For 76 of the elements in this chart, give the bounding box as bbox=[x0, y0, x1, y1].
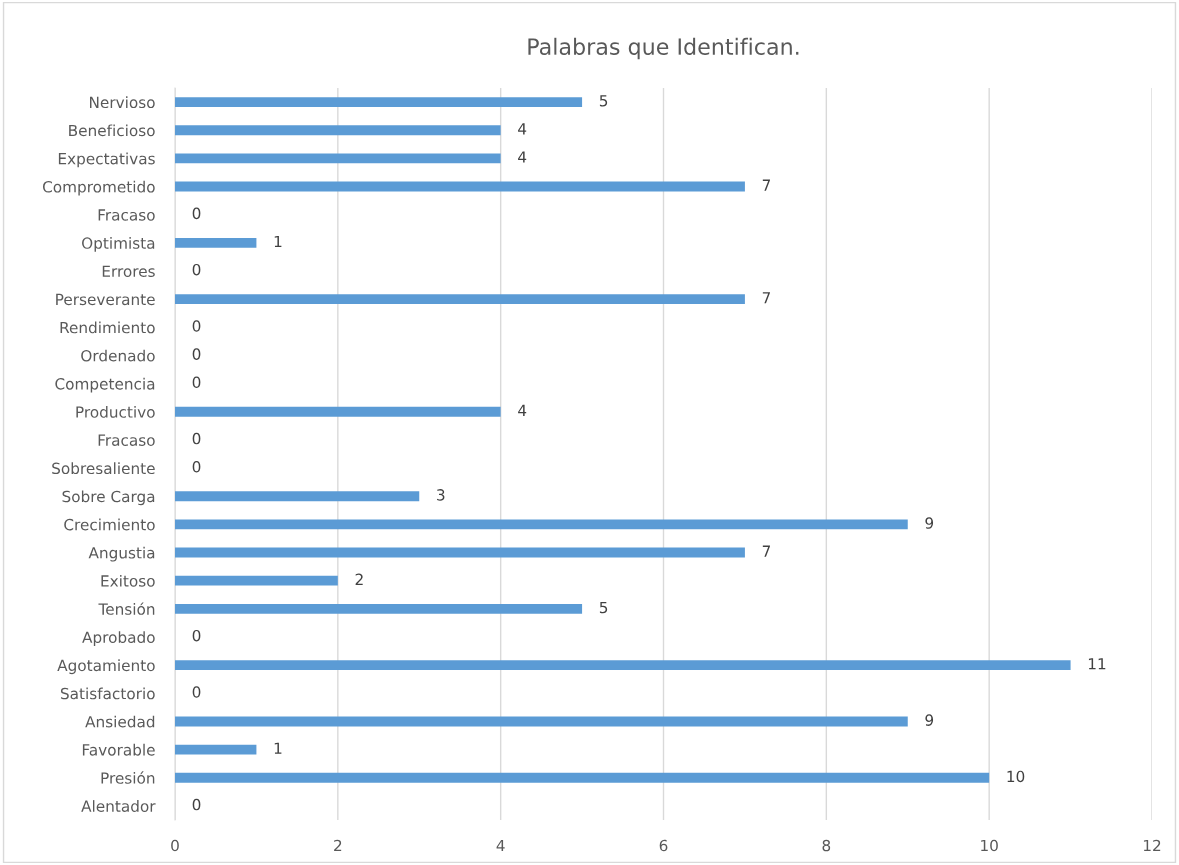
data-label: 0 bbox=[192, 798, 201, 811]
y-tick-label: Comprometido bbox=[42, 180, 155, 196]
data-label: 9 bbox=[925, 714, 934, 726]
data-label: 11 bbox=[1088, 658, 1106, 670]
y-tick-label: Exitoso bbox=[101, 574, 155, 587]
data-label: 3 bbox=[437, 489, 445, 501]
y-tick-label: Fracaso bbox=[98, 209, 155, 221]
data-label: 0 bbox=[192, 376, 201, 389]
x-tick-label: 8 bbox=[822, 839, 831, 852]
y-tick-label: Alentador bbox=[81, 800, 156, 812]
bar bbox=[175, 519, 908, 530]
y-tick-label: Sobre Carga bbox=[62, 490, 155, 506]
bar bbox=[175, 744, 257, 755]
data-label: 5 bbox=[599, 601, 608, 614]
y-tick-label: Optimista bbox=[82, 237, 155, 252]
bar bbox=[175, 660, 1071, 671]
y-tick-label: Rendimiento bbox=[60, 321, 155, 334]
y-tick-label: Angustia bbox=[88, 546, 155, 562]
y-tick-label: Expectativas bbox=[58, 152, 155, 168]
data-label: 0 bbox=[192, 207, 201, 220]
bar bbox=[175, 575, 338, 586]
y-tick-label: Fracaso bbox=[98, 434, 155, 446]
data-label: 5 bbox=[599, 95, 608, 107]
data-label: 4 bbox=[518, 123, 527, 135]
data-label: 9 bbox=[925, 517, 934, 529]
y-tick-label: Nervioso bbox=[90, 96, 155, 109]
bar bbox=[175, 406, 501, 417]
bar bbox=[175, 491, 420, 502]
y-tick-label: Perseverante bbox=[56, 293, 155, 306]
y-tick-label: Sobresaliente bbox=[52, 462, 155, 475]
chart-title: Palabras que Identifican. bbox=[528, 37, 799, 60]
x-tick-label: 2 bbox=[334, 839, 342, 852]
y-tick-label: Errores bbox=[102, 265, 155, 278]
bar bbox=[175, 603, 583, 614]
y-tick-label: Favorable bbox=[82, 743, 155, 756]
data-label: 0 bbox=[192, 686, 201, 698]
data-label: 0 bbox=[192, 320, 201, 332]
x-tick-label: 10 bbox=[981, 839, 998, 852]
data-label: 0 bbox=[192, 432, 201, 445]
data-label: 4 bbox=[518, 404, 527, 416]
data-label: 1 bbox=[274, 742, 282, 754]
y-tick-label: Aprobado bbox=[82, 631, 155, 646]
y-tick-label: Presión bbox=[101, 771, 155, 784]
bar bbox=[175, 237, 257, 248]
y-tick-label: Productivo bbox=[76, 405, 155, 418]
data-label: 7 bbox=[762, 292, 770, 304]
y-tick-label: Tensión bbox=[98, 602, 155, 615]
bar bbox=[175, 716, 908, 727]
data-label: 2 bbox=[355, 573, 363, 585]
data-label: 1 bbox=[274, 235, 282, 248]
bar bbox=[175, 772, 990, 783]
x-tick-label: 4 bbox=[496, 839, 505, 852]
y-tick-label: Competencia bbox=[55, 377, 155, 393]
bar bbox=[175, 97, 583, 107]
data-label: 7 bbox=[762, 545, 770, 557]
data-label: 10 bbox=[1007, 770, 1025, 783]
bar bbox=[175, 181, 745, 192]
y-tick-label: Agotamiento bbox=[57, 659, 155, 675]
bar bbox=[175, 547, 745, 558]
y-tick-label: Beneficioso bbox=[69, 124, 155, 137]
x-tick-label: 6 bbox=[659, 839, 668, 852]
y-tick-label: Ansiedad bbox=[85, 715, 155, 728]
bar bbox=[175, 294, 745, 305]
data-label: 0 bbox=[192, 460, 201, 473]
y-tick-label: Satisfactorio bbox=[60, 687, 155, 700]
y-tick-label: Ordenado bbox=[81, 349, 155, 362]
data-label: 0 bbox=[192, 629, 201, 642]
x-tick-label: 12 bbox=[1143, 839, 1161, 852]
data-label: 4 bbox=[518, 151, 527, 163]
bar bbox=[175, 153, 501, 164]
y-tick-label: Crecimiento bbox=[64, 518, 155, 531]
data-label: 0 bbox=[192, 348, 201, 360]
data-label: 0 bbox=[192, 263, 201, 276]
x-tick-label: 0 bbox=[171, 839, 179, 852]
data-label: 7 bbox=[762, 179, 770, 191]
bar bbox=[175, 125, 501, 136]
